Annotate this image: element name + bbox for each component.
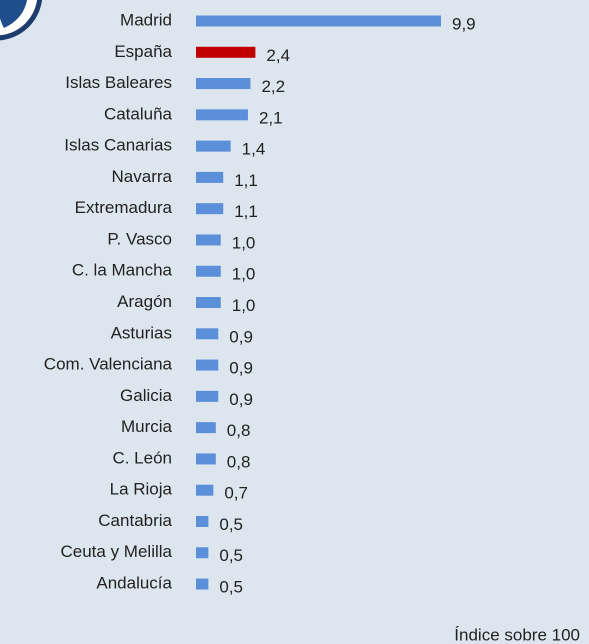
category-label: Ceuta y Melilla [61, 542, 173, 561]
value-label: 0,9 [229, 359, 253, 378]
bar [196, 484, 214, 496]
note: Índice sobre 100 [454, 625, 580, 644]
category-label: P. Vasco [107, 229, 172, 248]
value-label: 1,4 [242, 140, 266, 159]
value-label: 9,9 [452, 14, 476, 33]
value-label: 0,8 [227, 452, 251, 471]
bar [196, 422, 216, 434]
category-label: Murcia [121, 417, 173, 436]
category-label: Cantabria [98, 511, 172, 530]
category-label: Madrid [120, 10, 172, 29]
bar [196, 515, 209, 527]
logo-icon [0, 0, 43, 41]
value-label: 1,1 [234, 171, 258, 190]
category-label: C. la Mancha [72, 261, 173, 280]
bar [196, 265, 221, 277]
bar [196, 359, 219, 371]
category-label: Cataluña [104, 104, 173, 123]
value-label: 1,0 [232, 296, 256, 315]
bar [196, 578, 209, 590]
bar [196, 297, 221, 309]
value-label: 1,0 [232, 265, 256, 284]
bar [196, 109, 248, 121]
value-label: 0,9 [229, 327, 253, 346]
category-label: Islas Canarias [64, 136, 172, 155]
value-label: 1,1 [234, 202, 258, 221]
value-label: 0,5 [219, 546, 243, 565]
category-label: Andalucía [96, 574, 172, 593]
bar [196, 203, 224, 215]
bar [196, 547, 209, 559]
category-label: España [114, 42, 172, 61]
category-label: Extremadura [75, 198, 173, 217]
value-label: 2,1 [259, 108, 283, 127]
bar [196, 78, 251, 90]
bar [196, 140, 231, 152]
bar [196, 46, 256, 58]
category-label: Islas Baleares [65, 73, 172, 92]
bar [196, 390, 219, 402]
bar [196, 171, 224, 183]
value-label: 0,5 [219, 515, 243, 534]
value-label: 1,0 [232, 233, 256, 252]
category-label: C. León [112, 448, 172, 467]
category-label: Galicia [120, 386, 173, 405]
category-label: Aragón [117, 292, 172, 311]
bar [196, 234, 221, 246]
category-label: La Rioja [110, 480, 173, 499]
value-label: 0,9 [229, 390, 253, 409]
value-label: 0,5 [219, 578, 243, 597]
category-label: Asturias [111, 323, 172, 342]
bar [196, 453, 216, 465]
category-label: Com. Valenciana [44, 355, 173, 374]
category-label: Navarra [112, 167, 173, 186]
bar [196, 15, 441, 27]
bar [196, 328, 219, 340]
value-label: 0,7 [224, 484, 248, 503]
value-label: 2,2 [261, 77, 285, 96]
value-label: 0,8 [227, 421, 251, 440]
value-label: 2,4 [266, 46, 290, 65]
